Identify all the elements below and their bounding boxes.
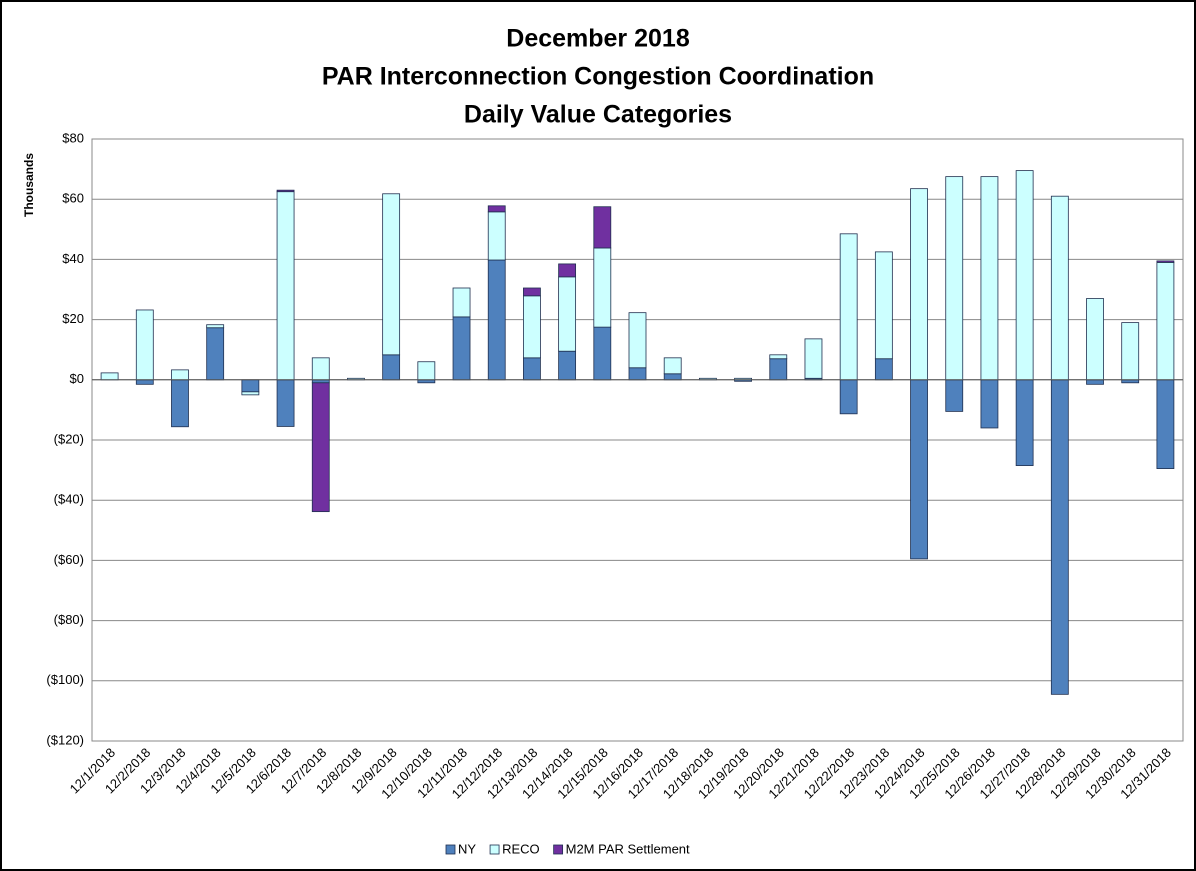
bar — [663, 373, 682, 381]
bar — [1050, 379, 1069, 695]
bar — [1086, 298, 1104, 381]
bar — [663, 357, 682, 375]
bar — [452, 287, 471, 318]
bar — [1156, 262, 1175, 381]
bar — [1121, 322, 1140, 381]
bar — [1086, 379, 1104, 385]
legend-swatch — [489, 844, 500, 855]
bar — [1015, 170, 1034, 381]
bar — [206, 327, 225, 381]
legend-label: RECO — [502, 841, 540, 856]
bar — [206, 324, 225, 329]
bar — [241, 379, 260, 393]
bar — [910, 188, 928, 381]
y-tick-label: ($80) — [54, 612, 84, 627]
bar — [487, 211, 506, 261]
bar — [1050, 195, 1069, 381]
bar — [980, 379, 999, 429]
bar — [135, 309, 154, 381]
bar — [1156, 379, 1175, 469]
y-tick-label: ($120) — [46, 732, 84, 747]
bar — [1156, 260, 1175, 263]
y-tick-label: ($40) — [54, 492, 84, 507]
legend-swatch — [445, 844, 456, 855]
y-tick-label: ($100) — [46, 672, 84, 687]
bar — [171, 369, 189, 381]
chart-title: Daily Value Categories — [464, 101, 732, 129]
bar — [628, 367, 647, 381]
bar — [311, 357, 330, 381]
chart-title: December 2018 — [506, 25, 690, 53]
bar — [417, 361, 436, 381]
y-tick-label: $60 — [62, 191, 84, 206]
bar — [980, 176, 999, 381]
bar — [769, 358, 788, 381]
legend-label: NY — [458, 841, 476, 856]
chart-title: PAR Interconnection Congestion Coordinat… — [322, 63, 874, 91]
bar — [558, 350, 577, 381]
bar — [135, 379, 154, 385]
bar — [558, 263, 577, 278]
y-tick-label: $20 — [62, 311, 84, 326]
bar — [593, 326, 612, 381]
bar — [276, 189, 295, 193]
bar — [487, 259, 506, 381]
legend-label: M2M PAR Settlement — [566, 841, 690, 856]
bar — [171, 379, 189, 428]
bar — [523, 357, 541, 381]
bar — [839, 379, 858, 415]
y-tick-label: ($20) — [54, 431, 84, 446]
bar — [769, 354, 788, 360]
bar — [558, 276, 577, 352]
bar — [804, 338, 823, 379]
y-tick-label: $80 — [62, 130, 84, 145]
bar — [839, 233, 858, 381]
bar — [593, 247, 612, 328]
bar — [945, 176, 964, 381]
bar — [910, 379, 928, 560]
legend-swatch — [553, 844, 564, 855]
bar — [593, 206, 612, 249]
y-tick-label: $0 — [70, 371, 84, 386]
bar — [945, 379, 964, 412]
bar — [311, 382, 330, 513]
bar — [1015, 379, 1034, 466]
bar — [276, 379, 295, 427]
bar — [276, 191, 295, 381]
bar — [452, 316, 471, 381]
y-tick-label: $40 — [62, 251, 84, 266]
bar — [241, 391, 260, 396]
bar — [523, 287, 541, 297]
y-tick-label: ($60) — [54, 552, 84, 567]
bar — [874, 251, 893, 360]
bar — [874, 358, 893, 381]
y-axis-label: Thousands — [22, 153, 36, 217]
bar — [628, 312, 647, 369]
bar — [100, 372, 119, 381]
bar — [382, 354, 401, 381]
bar — [382, 193, 401, 356]
bar — [487, 205, 506, 213]
bar — [523, 295, 541, 359]
